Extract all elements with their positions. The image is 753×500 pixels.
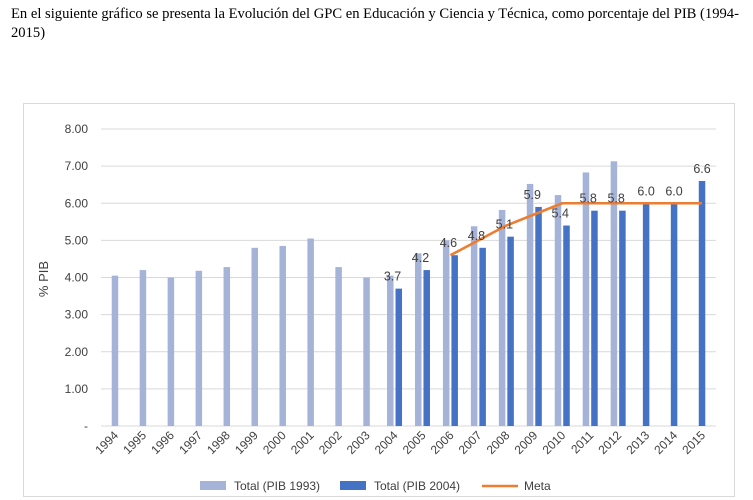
intro-paragraph: En el siguiente gráfico se presenta la E… xyxy=(11,6,739,41)
x-tick-label: 2012 xyxy=(595,428,624,457)
x-tick-label: 2002 xyxy=(316,428,345,457)
y-tick-label: 3.00 xyxy=(65,308,89,322)
x-tick-label: 2007 xyxy=(456,428,485,457)
bar-pib-1993 xyxy=(279,245,286,426)
x-tick-label: 2000 xyxy=(260,428,289,457)
data-label: 5.8 xyxy=(580,192,597,206)
bar-pib-2004 xyxy=(479,247,486,426)
data-label: 4.2 xyxy=(412,251,429,265)
bar-pib-1993 xyxy=(363,277,370,426)
legend: Total (PIB 1993) Total (PIB 2004) Meta xyxy=(200,479,551,493)
y-tick-label: 4.00 xyxy=(65,271,89,285)
legend-label-meta: Meta xyxy=(524,479,551,493)
bar-pib-2004 xyxy=(395,288,403,426)
bar-pib-1993 xyxy=(167,277,175,426)
bar-pib-1993 xyxy=(251,247,258,426)
x-tick-label: 1998 xyxy=(204,428,233,457)
y-tick-label: 6.00 xyxy=(65,196,89,210)
data-labels: 3.7 4.2 4.6 4.8 5.1 5.9 5.4 5.8 5.8 6.0 6.0 6.6 xyxy=(384,162,711,284)
bar-pib-1993 xyxy=(223,267,231,426)
y-tick-label: 8.00 xyxy=(65,122,89,136)
y-tick-label: 1.00 xyxy=(65,382,89,396)
data-label: 3.7 xyxy=(384,270,401,284)
bar-pib-1993 xyxy=(442,240,450,426)
y-axis-ticks: - 1.00 2.00 3.00 4.00 5.00 6.00 7.00 8.00 xyxy=(65,122,89,433)
x-tick-label: 2003 xyxy=(344,428,373,457)
legend-label-pib-1993: Total (PIB 1993) xyxy=(234,479,320,493)
bar-pib-2004 xyxy=(619,210,626,426)
bar-pib-1993 xyxy=(111,275,119,426)
data-label: 6.6 xyxy=(693,162,710,176)
bar-pib-1993 xyxy=(498,209,506,426)
y-tick-label: - xyxy=(84,419,88,433)
bar-pib-2004 xyxy=(535,206,542,426)
data-label: 5.4 xyxy=(552,207,569,221)
legend-label-pib-2004: Total (PIB 2004) xyxy=(374,479,460,493)
chart-container: - 1.00 2.00 3.00 4.00 5.00 6.00 7.00 8.00 3.7 4.2… xyxy=(23,103,735,497)
x-tick-label: 2014 xyxy=(651,428,680,457)
bar-pib-2004 xyxy=(451,255,458,426)
data-label: 4.8 xyxy=(468,229,485,243)
x-tick-label: 2011 xyxy=(568,428,596,456)
chart-svg: - 1.00 2.00 3.00 4.00 5.00 6.00 7.00 8.00 3.7 4.2… xyxy=(36,122,716,493)
data-label: 6.0 xyxy=(637,184,654,198)
bar-pib-2004 xyxy=(670,203,678,426)
y-axis-title: % PIB xyxy=(36,261,51,297)
x-tick-label: 1997 xyxy=(176,428,205,457)
x-axis-ticks: 1994 1995 1996 1997 1998 1999 2000 2001 2002 2003… xyxy=(92,428,708,457)
bar-pib-1993 xyxy=(554,195,562,426)
x-tick-label: 1996 xyxy=(148,428,177,457)
x-tick-label: 2004 xyxy=(372,428,401,457)
data-label: 5.9 xyxy=(524,188,541,202)
y-tick-label: 7.00 xyxy=(65,159,89,173)
x-tick-label: 1999 xyxy=(232,428,261,457)
legend-swatch-pib-1993 xyxy=(200,481,226,490)
y-tick-label: 2.00 xyxy=(65,345,89,359)
bar-pib-2004 xyxy=(563,225,570,426)
x-tick-label: 2010 xyxy=(540,428,569,457)
legend-swatch-pib-2004 xyxy=(340,481,366,490)
gridlines xyxy=(101,128,716,427)
bar-pib-2004 xyxy=(642,203,650,426)
bar-pib-1993 xyxy=(335,267,342,426)
data-label: 5.8 xyxy=(607,192,624,206)
bar-pib-1993 xyxy=(470,226,478,426)
bar-pib-1993 xyxy=(582,172,590,426)
meta-line xyxy=(449,201,703,257)
x-tick-label: 2005 xyxy=(400,428,429,457)
bar-pib-1993 xyxy=(387,275,394,426)
bar-pib-1993 xyxy=(414,253,422,426)
bar-pib-2004 xyxy=(698,180,706,426)
x-tick-label: 2009 xyxy=(512,428,541,457)
meta-line-group xyxy=(449,201,703,257)
x-tick-label: 2013 xyxy=(623,428,652,457)
data-label: 5.1 xyxy=(496,218,513,232)
data-label: 4.6 xyxy=(440,236,457,250)
x-tick-label: 2008 xyxy=(484,428,513,457)
bar-pib-2004 xyxy=(591,210,598,426)
bar-pib-2004 xyxy=(423,270,430,426)
bar-pib-1993 xyxy=(195,270,203,426)
y-tick-label: 5.00 xyxy=(65,233,89,247)
bar-pib-1993 xyxy=(610,161,618,426)
bars xyxy=(111,161,706,426)
x-tick-label: 2001 xyxy=(288,428,317,457)
x-tick-label: 1994 xyxy=(92,428,121,457)
bar-pib-1993 xyxy=(139,270,147,426)
x-tick-label: 2006 xyxy=(428,428,457,457)
data-label: 6.0 xyxy=(665,184,682,198)
bar-pib-1993 xyxy=(307,238,314,426)
bar-pib-2004 xyxy=(507,236,514,426)
x-tick-label: 1995 xyxy=(120,428,149,457)
bar-pib-1993 xyxy=(526,183,534,426)
x-tick-label: 2015 xyxy=(679,428,708,457)
